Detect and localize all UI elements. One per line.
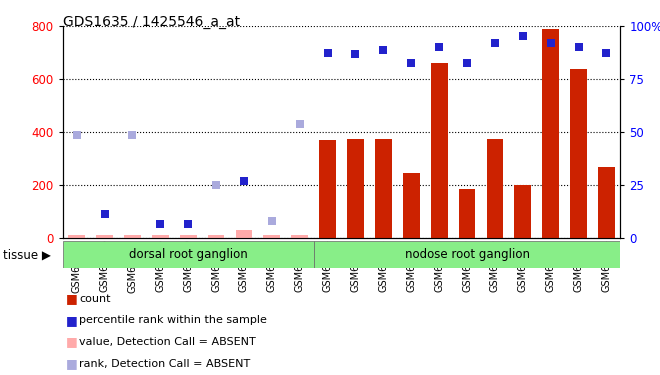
Bar: [124, 236, 141, 238]
Bar: [486, 139, 504, 238]
Text: percentile rank within the sample: percentile rank within the sample: [79, 315, 267, 325]
Bar: [263, 235, 280, 238]
Text: tissue ▶: tissue ▶: [3, 248, 51, 261]
Bar: [459, 189, 475, 238]
Text: ■: ■: [66, 314, 78, 327]
Bar: [63, 241, 314, 268]
Bar: [375, 139, 392, 238]
Bar: [543, 29, 559, 238]
Bar: [208, 235, 224, 238]
Text: ■: ■: [66, 336, 78, 348]
Bar: [314, 241, 620, 268]
Text: nodose root ganglion: nodose root ganglion: [405, 248, 529, 261]
Text: rank, Detection Call = ABSENT: rank, Detection Call = ABSENT: [79, 359, 250, 369]
Text: ■: ■: [66, 357, 78, 370]
Bar: [96, 235, 113, 238]
Bar: [236, 230, 252, 238]
Bar: [347, 139, 364, 238]
Bar: [431, 63, 447, 238]
Bar: [403, 173, 420, 238]
Bar: [291, 235, 308, 238]
Text: dorsal root ganglion: dorsal root ganglion: [129, 248, 248, 261]
Text: GDS1635 / 1425546_a_at: GDS1635 / 1425546_a_at: [63, 15, 240, 29]
Bar: [570, 69, 587, 238]
Bar: [180, 236, 197, 238]
Text: value, Detection Call = ABSENT: value, Detection Call = ABSENT: [79, 337, 256, 347]
Bar: [152, 236, 169, 238]
Bar: [319, 140, 336, 238]
Text: ■: ■: [66, 292, 78, 305]
Bar: [514, 185, 531, 238]
Bar: [598, 166, 615, 238]
Bar: [68, 236, 85, 238]
Text: count: count: [79, 294, 111, 303]
